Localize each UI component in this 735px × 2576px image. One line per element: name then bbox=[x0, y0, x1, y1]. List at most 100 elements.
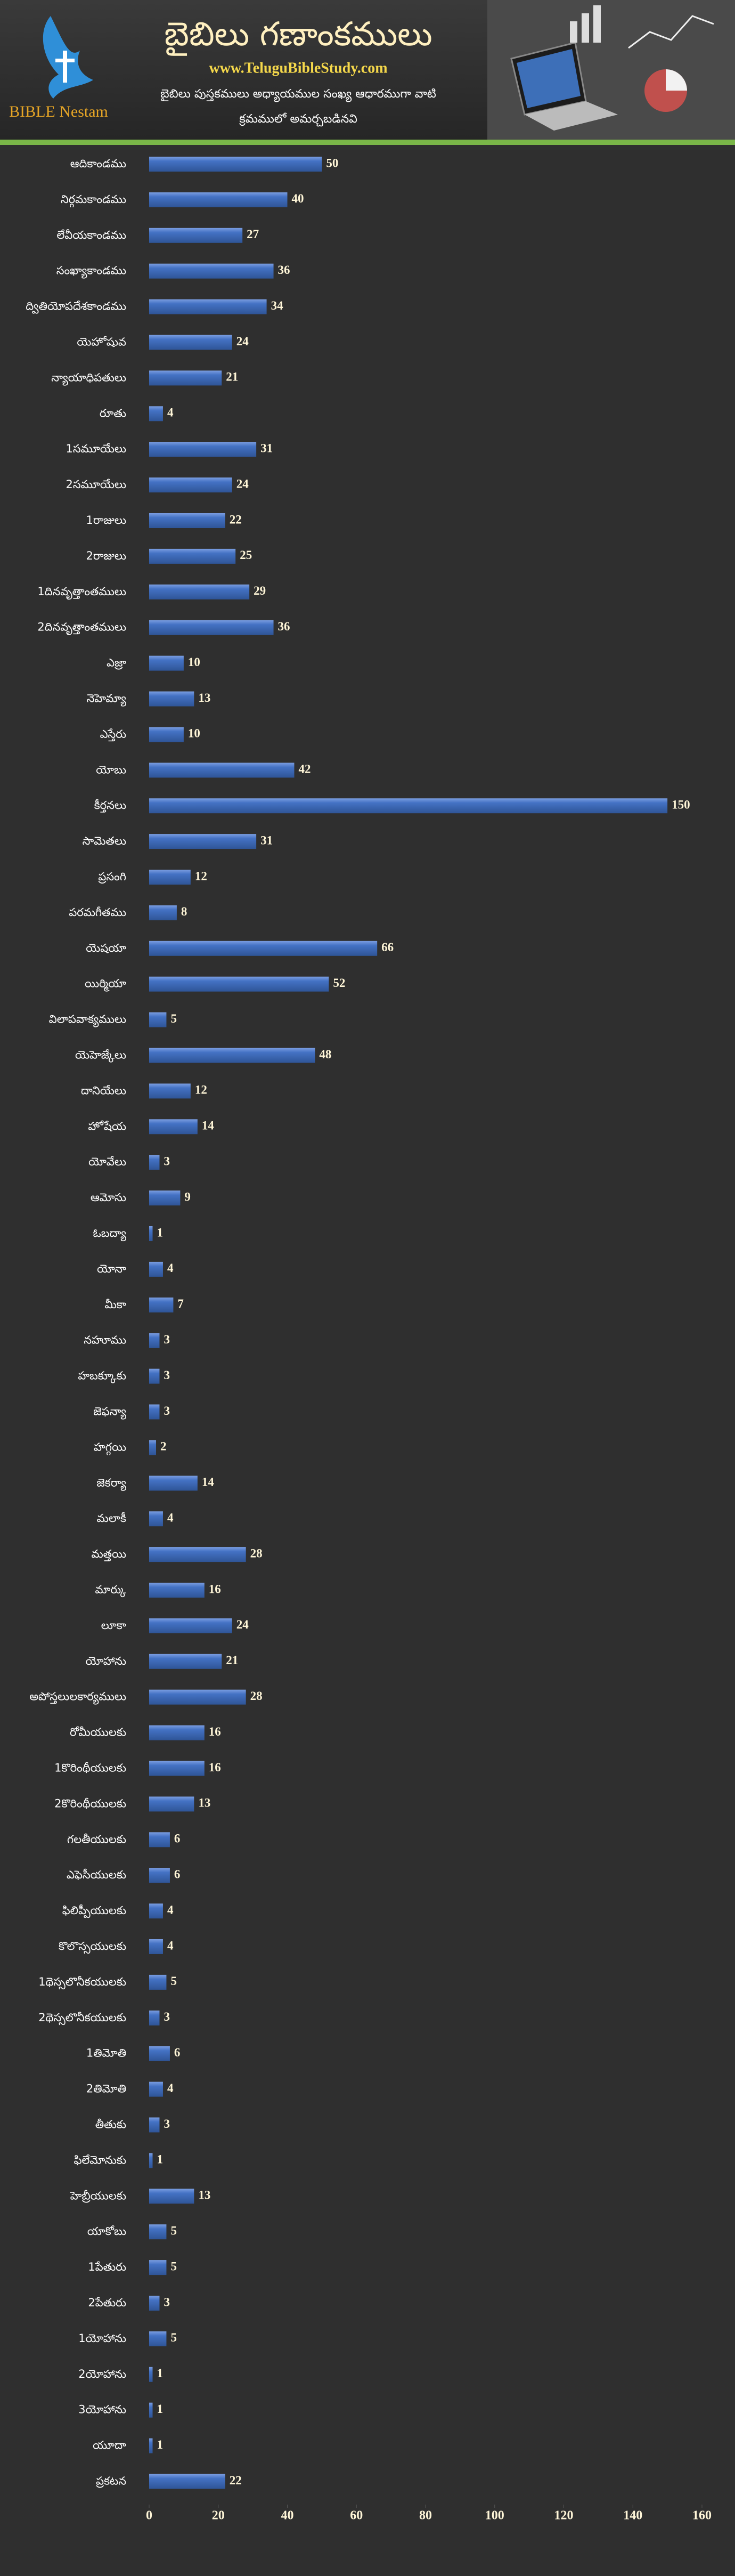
y-tick-label: జెకర్యా bbox=[96, 1476, 126, 1491]
value-label: 42 bbox=[298, 763, 311, 776]
value-label: 3 bbox=[164, 1404, 170, 1417]
y-tick-label: సామెతలు bbox=[83, 835, 126, 847]
y-tick-label: మీకా bbox=[105, 1298, 126, 1311]
bar bbox=[149, 157, 322, 172]
value-label: 8 bbox=[181, 905, 187, 918]
value-label: 50 bbox=[326, 156, 338, 169]
y-tick-label: యెహోషువ bbox=[77, 336, 126, 349]
value-label: 3 bbox=[164, 2117, 170, 2131]
y-tick-label: 1తిమోతి bbox=[86, 2047, 126, 2060]
value-label: 14 bbox=[202, 1476, 215, 1489]
value-label: 36 bbox=[278, 263, 290, 277]
value-label: 4 bbox=[167, 1261, 174, 1275]
y-tick-label: 1సమూయేలు bbox=[66, 442, 126, 455]
y-tick-label: ప్రసంగి bbox=[98, 870, 126, 884]
y-tick-label: ఫిలేమోనుకు bbox=[74, 2153, 126, 2166]
y-tick-label: అపోస్తలులకార్యములు bbox=[29, 1690, 126, 1705]
value-label: 1 bbox=[157, 2367, 163, 2380]
y-tick-label: రూతు bbox=[100, 407, 126, 419]
y-tick-label: 1కొరింథీయులకు bbox=[54, 1762, 126, 1775]
value-label: 36 bbox=[278, 620, 290, 633]
y-tick-label: హబక్కూకు bbox=[78, 1370, 126, 1384]
y-tick-label: 1పేతురు bbox=[88, 2261, 126, 2273]
y-tick-label: ద్వితియోపదేశకాండము bbox=[26, 300, 126, 314]
y-tick-label: సంఖ్యాకాండము bbox=[56, 264, 126, 279]
y-tick-label: యెషయా bbox=[86, 942, 126, 954]
y-tick-label: ప్రకటన bbox=[96, 2475, 126, 2488]
subtitle: క్రమములో అమర్చబడినవి bbox=[239, 112, 357, 127]
bar bbox=[149, 1476, 198, 1491]
value-label: 66 bbox=[381, 941, 394, 954]
y-tick-label: ఆమోసు bbox=[91, 1191, 126, 1204]
value-label: 21 bbox=[226, 1654, 238, 1667]
bar bbox=[149, 2367, 153, 2382]
y-tick-label: మలాకీ bbox=[97, 1512, 126, 1525]
bar bbox=[149, 1725, 205, 1740]
y-tick-label: విలాపవాక్యములు bbox=[49, 1013, 126, 1028]
bar bbox=[149, 1012, 167, 1027]
x-tick-label: 120 bbox=[554, 2509, 574, 2523]
y-tick-label: యోహాను bbox=[86, 1655, 126, 1667]
y-tick-label: ఎస్తేరు bbox=[100, 727, 126, 741]
x-tick-label: 160 bbox=[692, 2509, 712, 2523]
bar bbox=[149, 370, 222, 386]
website: www.TeluguBibleStudy.com bbox=[209, 60, 387, 76]
page-title: బైబిలు గణాంకములు bbox=[164, 14, 432, 56]
y-tick-label: మార్కు bbox=[95, 1583, 126, 1598]
y-tick-label: జెఫన్యా bbox=[93, 1405, 126, 1420]
value-label: 16 bbox=[209, 1725, 221, 1738]
y-tick-label: యోబు bbox=[96, 763, 126, 776]
bar bbox=[149, 1761, 205, 1776]
bar bbox=[149, 1903, 163, 1919]
value-label: 6 bbox=[174, 1832, 181, 1845]
x-tick-label: 0 bbox=[146, 2509, 152, 2523]
bar bbox=[149, 2224, 167, 2240]
y-tick-label: 2తిమోతి bbox=[86, 2083, 126, 2095]
y-tick-label: లూకా bbox=[101, 1619, 126, 1632]
value-label: 13 bbox=[198, 1796, 210, 1810]
bar bbox=[149, 2010, 160, 2026]
bar bbox=[149, 1654, 222, 1669]
y-tick-label: 1దినవృత్తాంతములు bbox=[37, 585, 126, 600]
value-label: 1 bbox=[157, 2402, 163, 2416]
value-label: 12 bbox=[195, 1083, 207, 1097]
value-label: 31 bbox=[260, 441, 273, 455]
bar bbox=[149, 2153, 153, 2168]
value-label: 4 bbox=[167, 406, 174, 419]
bar bbox=[149, 727, 184, 742]
value-label: 14 bbox=[202, 1119, 215, 1132]
bar bbox=[149, 1083, 191, 1099]
bar bbox=[149, 1547, 246, 1562]
bar bbox=[149, 941, 378, 956]
y-tick-label: 1రాజులు bbox=[86, 514, 126, 526]
bar bbox=[149, 2189, 194, 2204]
y-tick-label: ఎజ్రా bbox=[107, 657, 126, 670]
value-label: 3 bbox=[164, 2010, 170, 2023]
bar bbox=[149, 1190, 181, 1206]
bar bbox=[149, 1511, 163, 1527]
x-tick-label: 20 bbox=[212, 2509, 225, 2523]
y-tick-label: దానియేలు bbox=[81, 1084, 126, 1097]
value-label: 5 bbox=[170, 2331, 177, 2344]
y-tick-label: నిర్గమకాండము bbox=[61, 193, 126, 208]
bar bbox=[149, 1868, 170, 1883]
bar bbox=[149, 2046, 170, 2061]
bar bbox=[149, 406, 163, 422]
bar bbox=[149, 442, 257, 457]
value-label: 10 bbox=[188, 655, 200, 669]
bar bbox=[149, 2260, 167, 2275]
y-tick-label: నహూము bbox=[84, 1334, 126, 1347]
bar bbox=[149, 513, 225, 528]
bar bbox=[149, 691, 194, 707]
y-tick-label: ఎఫెసీయులకు bbox=[67, 1868, 126, 1881]
value-label: 28 bbox=[250, 1546, 263, 1560]
y-tick-label: కొలొస్సయులకు bbox=[59, 1940, 126, 1954]
bar bbox=[149, 2438, 153, 2453]
bar bbox=[149, 477, 232, 493]
y-tick-label: రోమీయులకు bbox=[70, 1726, 126, 1739]
y-tick-label: తీతుకు bbox=[95, 2118, 126, 2131]
bar bbox=[149, 299, 267, 314]
value-label: 21 bbox=[226, 370, 238, 384]
y-tick-label: 2థెస్సలొనీకయులకు bbox=[38, 2011, 126, 2026]
y-tick-label: యోనా bbox=[97, 1262, 126, 1275]
